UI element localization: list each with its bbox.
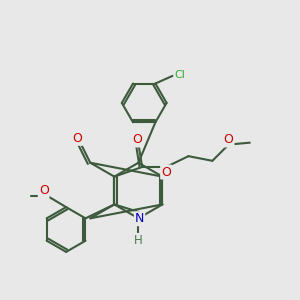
Text: O: O	[224, 134, 233, 146]
Text: Cl: Cl	[174, 70, 185, 80]
Text: O: O	[39, 184, 49, 197]
Text: O: O	[161, 166, 171, 178]
Text: O: O	[72, 132, 82, 145]
Text: N: N	[135, 212, 144, 225]
Text: O: O	[132, 134, 142, 146]
Text: H: H	[134, 234, 143, 247]
